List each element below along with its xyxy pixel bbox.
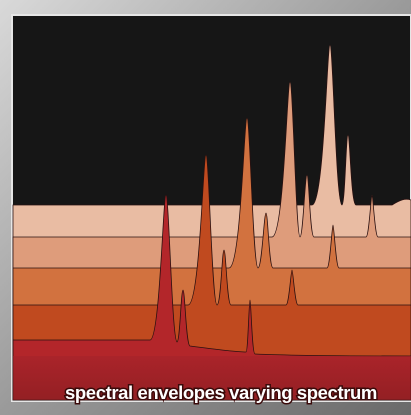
page: spectral envelopes varying spectrum (() … (0, 0, 411, 415)
caption: spectral envelopes varying spectrum (65, 382, 377, 403)
illustration: spectral envelopes varying spectrum (0, 0, 411, 415)
